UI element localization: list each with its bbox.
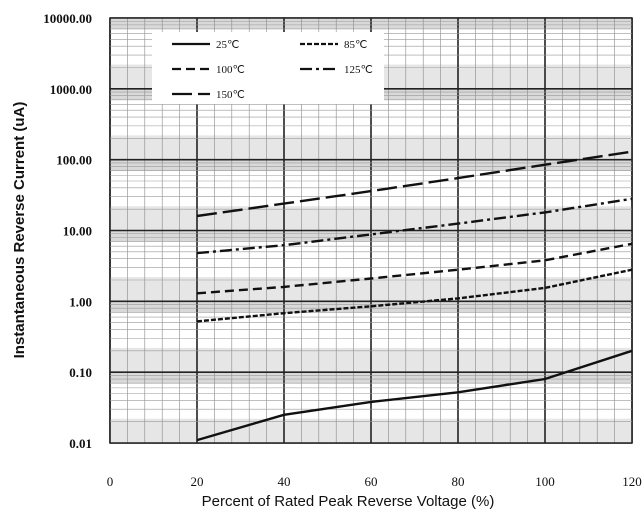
legend-label-0: 25℃: [216, 39, 239, 51]
y-tick-label: 10000.00: [43, 11, 92, 26]
y-axis-label: Instantaneous Reverse Current (uA): [11, 102, 28, 359]
x-tick-label: 60: [365, 474, 378, 489]
legend-label-1: 85℃: [344, 39, 367, 51]
legend: 25℃ 85℃ 100℃ 125℃ 150℃: [152, 32, 384, 104]
legend-label-4: 150℃: [216, 89, 245, 101]
legend-label-2: 100℃: [216, 64, 245, 76]
x-tick-label: 100: [535, 474, 555, 489]
series-line-3: [196, 197, 633, 255]
y-tick-label: 100.00: [56, 153, 92, 168]
series-layer: [196, 150, 633, 442]
y-tick-label: 1.00: [69, 294, 92, 309]
x-tick-label: 40: [278, 474, 291, 489]
y-tick-label: 0.01: [69, 436, 92, 451]
series-line-1: [196, 268, 633, 323]
x-tick-label: 120: [622, 474, 642, 489]
tick-labels: 0 20 40 60 80 100 120 0.01 0.10 1.00 10.00 100.00 10…: [43, 11, 642, 489]
y-tick-label: 0.10: [69, 365, 92, 380]
series-line-4: [196, 150, 633, 218]
y-tick-label: 1000.00: [50, 82, 92, 97]
x-tick-label: 80: [452, 474, 465, 489]
y-tick-label: 10.00: [63, 224, 92, 239]
grid-lines: [109, 17, 633, 444]
x-axis-label: Percent of Rated Peak Reverse Voltage (%…: [202, 493, 495, 510]
x-tick-label: 20: [191, 474, 204, 489]
x-tick-label: 0: [107, 474, 114, 489]
series-line-2: [196, 242, 633, 295]
legend-label-3: 125℃: [344, 64, 373, 76]
series-line-0: [196, 349, 633, 442]
